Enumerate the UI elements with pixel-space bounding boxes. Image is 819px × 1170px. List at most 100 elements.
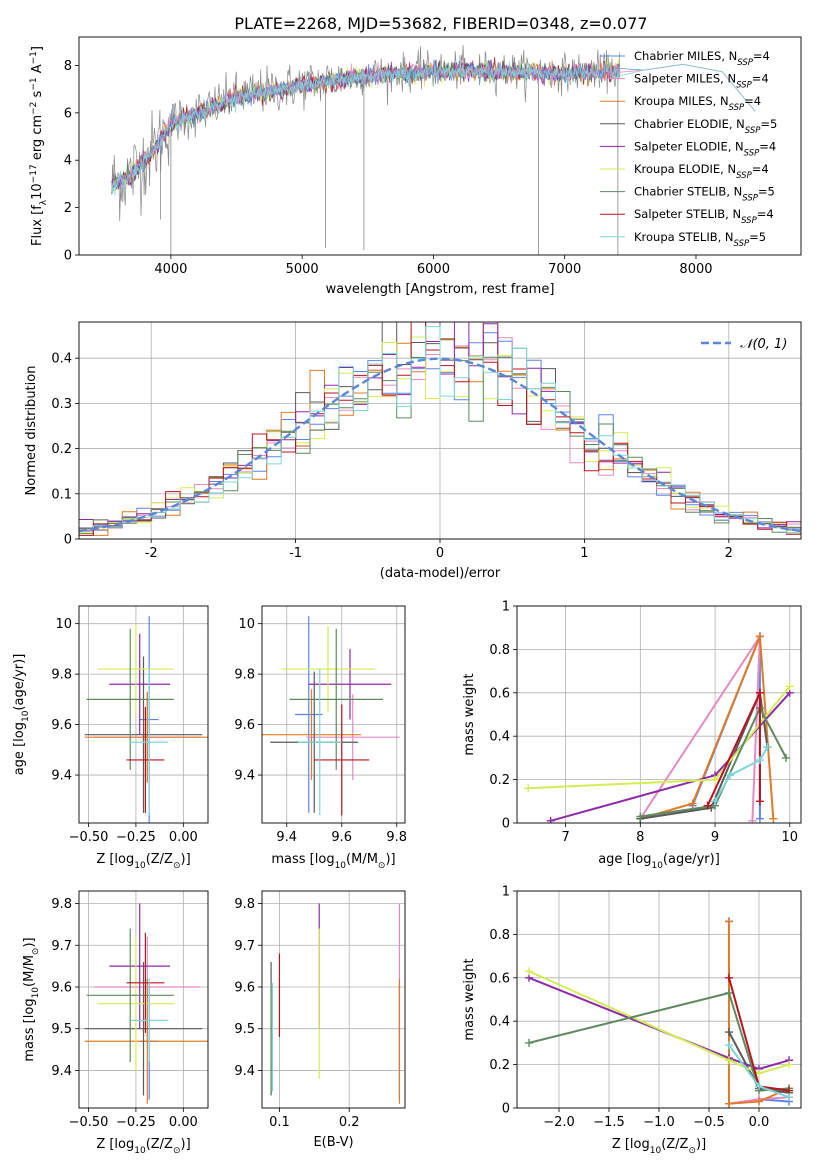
x-tick-label: 7000 bbox=[548, 262, 581, 277]
label-part: age [log bbox=[598, 852, 651, 867]
axes-frame bbox=[78, 36, 802, 256]
label-part: ⊙ bbox=[31, 948, 41, 956]
weight-marker bbox=[711, 775, 720, 784]
legend-label-normal: 𝒩(0, 1) bbox=[740, 337, 787, 352]
y-tick-label: 9.8 bbox=[51, 668, 72, 683]
x-axis-label: Z [log10(Z/Z⊙)] bbox=[96, 852, 190, 871]
x-tick-label: −0.25 bbox=[116, 830, 156, 845]
label-part: age [log bbox=[12, 722, 27, 775]
errorbar-chabrier-stelib bbox=[289, 628, 383, 771]
weight-marker bbox=[636, 812, 645, 821]
x-tick-label: 0 bbox=[436, 546, 444, 561]
y-tick-label: 0.3 bbox=[51, 397, 72, 412]
weight-marker bbox=[725, 988, 733, 997]
y-tick-label: 9.4 bbox=[51, 769, 72, 784]
x-axis-label: age [log10(age/yr)] bbox=[598, 852, 720, 871]
weight-marker bbox=[725, 1041, 733, 1050]
x-tick-label: 8000 bbox=[679, 262, 712, 277]
y-tick-label: 9.6 bbox=[234, 718, 255, 733]
plot-area-age_vs_mass bbox=[262, 616, 400, 816]
label-part: A bbox=[30, 64, 45, 77]
legend-series-name: Kroupa STELIB, N bbox=[634, 230, 734, 244]
x-tick-label: −0.5 bbox=[693, 1115, 725, 1130]
y-tick-label: 0.8 bbox=[489, 643, 510, 658]
y-tick-label: 9.7 bbox=[234, 939, 255, 954]
label-part: (age/yr)] bbox=[663, 852, 720, 867]
weight-marker bbox=[726, 771, 734, 780]
weight-marker bbox=[782, 753, 791, 762]
y-tick-label: 9.4 bbox=[234, 1064, 255, 1079]
errorbar-chabrier-miles bbox=[295, 616, 323, 813]
label-part: Z [log bbox=[96, 1137, 134, 1152]
x-tick-label: 0.2 bbox=[339, 1115, 360, 1130]
legend-label: Kroupa STELIB, NSSP=5 bbox=[634, 230, 766, 249]
weight-marker bbox=[755, 1097, 763, 1106]
errorbar-salpeter-elodie bbox=[308, 648, 392, 720]
y-tick-label: 0.2 bbox=[489, 773, 510, 788]
figure-title: PLATE=2268, MJD=53682, FIBERID=0348, z=0… bbox=[234, 14, 647, 33]
legend-ssp-count: =4 bbox=[757, 207, 774, 221]
label-part: (Z/Z bbox=[146, 852, 173, 867]
legend-ssp-count: =4 bbox=[744, 94, 761, 108]
weight-marker bbox=[755, 632, 764, 641]
errorbar-kroupa-elodie bbox=[97, 623, 174, 715]
label-part: 10 bbox=[21, 710, 31, 722]
label-part: −2 bbox=[29, 102, 39, 115]
legend-label: Salpeter ELODIE, NSSP=4 bbox=[634, 139, 776, 158]
plot-area-weight_vs_Z bbox=[525, 917, 793, 1108]
label-part: −17 bbox=[29, 164, 39, 183]
legend-series-name: Chabrier STELIB, N bbox=[634, 185, 742, 199]
y-tick-label: 0 bbox=[64, 533, 72, 548]
label-part: )] bbox=[181, 1137, 191, 1152]
errorbar-kroupa-stelib bbox=[130, 978, 169, 1063]
y-tick-label: 2 bbox=[64, 201, 72, 216]
y-tick-label: 9.5 bbox=[51, 1022, 72, 1037]
weight-marker bbox=[785, 1060, 793, 1069]
axes-frame bbox=[516, 890, 802, 1109]
weight-marker bbox=[703, 801, 712, 810]
axes-frame bbox=[78, 321, 802, 540]
legend-ssp-subscript: SSP bbox=[736, 171, 752, 181]
y-tick-label: 8 bbox=[64, 59, 72, 74]
label-part: Z [log bbox=[96, 852, 134, 867]
legend-ssp-subscript: SSP bbox=[745, 126, 761, 136]
label-part: (Z/Z bbox=[661, 1137, 688, 1152]
legend-series-name: Salpeter MILES, N bbox=[634, 72, 736, 86]
label-part: ⊙ bbox=[688, 1146, 696, 1156]
errorbar-kroupa-elodie bbox=[281, 626, 375, 712]
label-part: Flux [f bbox=[30, 205, 45, 246]
weight-marker bbox=[725, 1028, 733, 1037]
x-tick-label: 0.1 bbox=[269, 1115, 290, 1130]
axes-frame bbox=[516, 605, 802, 824]
weight-marker bbox=[785, 682, 794, 691]
axes-mass_vs_Z: −0.50 −0.25 0.009.49.59.69.79.8Z [log10(Z/… bbox=[22, 890, 209, 1156]
x-axis-label: mass [log10(M/M⊙)] bbox=[271, 852, 395, 871]
x-axis-label: (data-model)/error bbox=[380, 566, 501, 581]
axes-residuals: -2 -1 0 1 2 0 0.1 0.2 0.3 0.4 (data-model)/error No… bbox=[24, 321, 802, 581]
x-tick-label: −2.0 bbox=[543, 1115, 575, 1130]
legend-label: Kroupa ELODIE, NSSP=4 bbox=[634, 162, 769, 181]
errorbar-salpeter-stelib bbox=[314, 704, 370, 816]
label-part: (M/M bbox=[22, 955, 37, 987]
weight-line bbox=[528, 991, 790, 1092]
x-tick-label: 6000 bbox=[417, 262, 450, 277]
x-tick-label: 9.4 bbox=[276, 830, 297, 845]
legend-ssp-count: =5 bbox=[758, 185, 775, 199]
y-axis-label: mass [log10(M/M⊙)] bbox=[22, 937, 41, 1061]
x-axis-label: Z [log10(Z/Z⊙)] bbox=[612, 1137, 706, 1156]
legend-ssp-subscript: SSP bbox=[734, 239, 750, 249]
errorbar-salpeter-elodie bbox=[109, 903, 171, 1029]
legend-label: Kroupa MILES, NSSP=4 bbox=[634, 94, 761, 113]
label-part: 10 bbox=[335, 861, 347, 871]
x-tick-label: -1 bbox=[289, 546, 302, 561]
normal-distribution-curve bbox=[79, 357, 801, 533]
label-part: )] bbox=[181, 852, 191, 867]
weight-series-kroupa-stelib bbox=[711, 743, 772, 806]
y-tick-label: 9.5 bbox=[234, 1022, 255, 1037]
x-tick-label: −0.50 bbox=[69, 830, 109, 845]
errorbar-chabrier-elodie bbox=[84, 656, 203, 813]
y-tick-label: 9.8 bbox=[51, 897, 72, 912]
weight-marker bbox=[525, 967, 533, 976]
